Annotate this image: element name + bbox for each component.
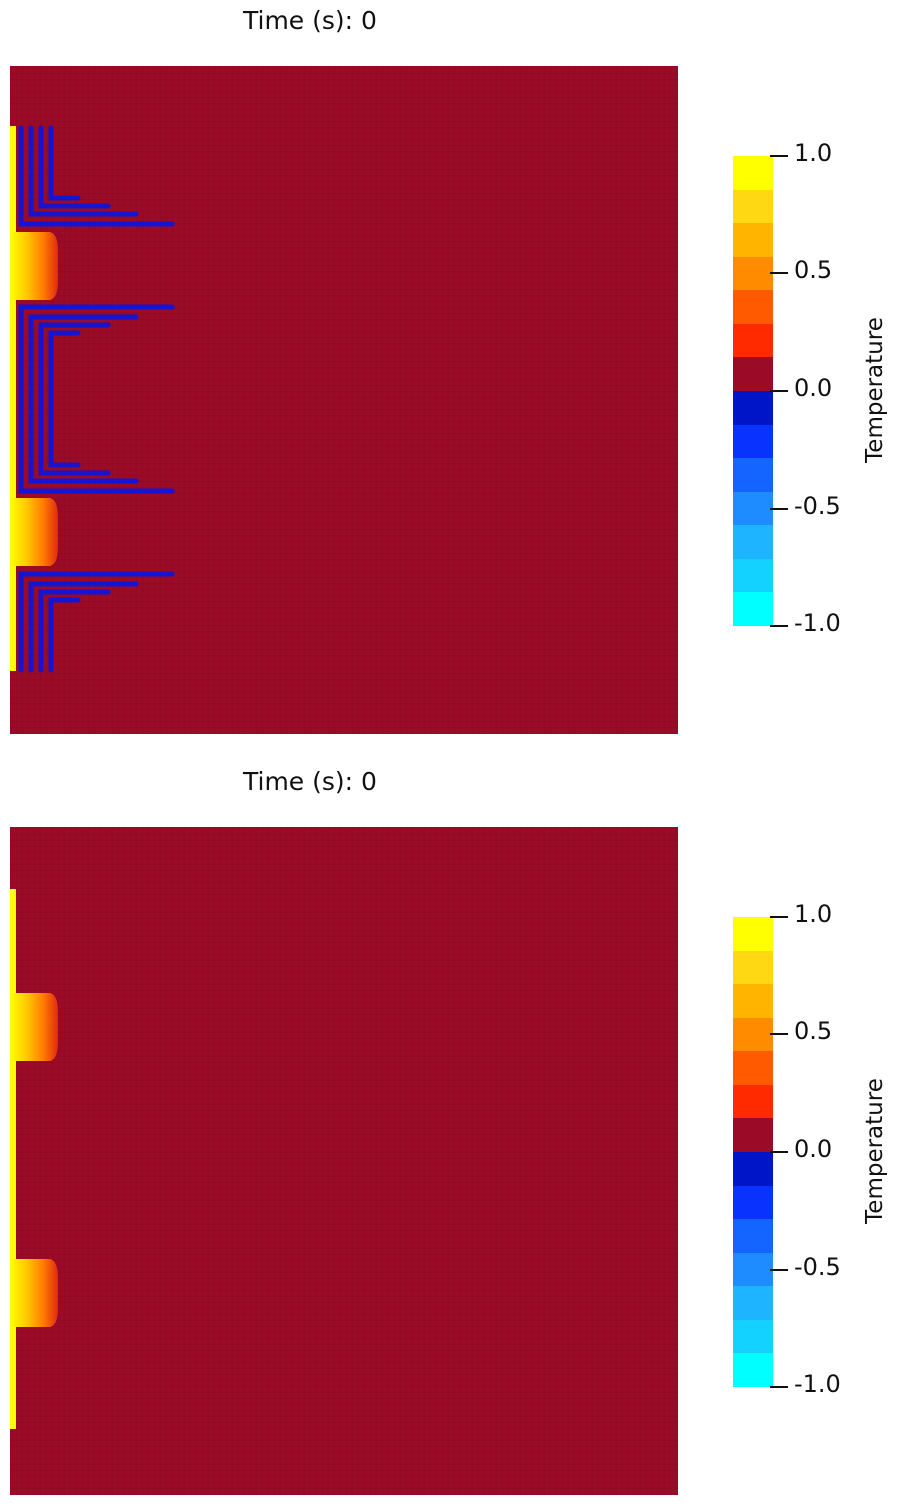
colorbar-tick-label: -0.5 (794, 1253, 841, 1281)
hot-lobe (10, 232, 58, 300)
cold-contour (48, 125, 81, 201)
colorbar-segment (733, 1286, 773, 1321)
colorbar-segment (733, 156, 773, 191)
colorbar-tick (770, 272, 788, 274)
cold-contour (28, 581, 139, 673)
cold-contour (18, 125, 175, 227)
colorbar-segment (733, 1118, 773, 1153)
colorbar-segment (733, 223, 773, 258)
colorbar-tick-label: 0.5 (794, 1017, 833, 1045)
hot-edge-strip (10, 889, 16, 1429)
temperature-field-plot (10, 889, 58, 1429)
colorbar-tick (770, 1033, 788, 1035)
colorbar-segment (733, 558, 773, 593)
cold-contour (38, 589, 111, 673)
hot-edge-strip (10, 126, 16, 671)
colorbar-segment (733, 290, 773, 325)
simulation-panel-bottom: Time (s): 0 1.0 0.5 0.0 -0.5 -1.0 Temper… (0, 761, 900, 1510)
colorbar-segment (733, 1219, 773, 1254)
colorbar-tick-label: 0.0 (794, 374, 833, 402)
cold-contour (38, 322, 111, 476)
colorbar-tick-label: -1.0 (794, 609, 841, 637)
colorbar-tick (770, 155, 788, 157)
temperature-field-plot (10, 125, 175, 673)
colorbar-segment (733, 1084, 773, 1119)
colorbar-segment (733, 1152, 773, 1187)
colorbar-tick-label: -0.5 (794, 492, 841, 520)
simulation-panel-top: Time (s): 0 (10, 6, 888, 734)
colorbar-segment (733, 256, 773, 291)
colorbar-tick (770, 1151, 788, 1153)
colorbar (733, 156, 773, 627)
colorbar-title: Temperature (862, 1078, 888, 1224)
colorbar-segment (733, 189, 773, 224)
colorbar-segment (733, 525, 773, 560)
colorbar-segment (733, 592, 773, 627)
colorbar-tick (770, 508, 788, 510)
colorbar-tick-label: 0.5 (794, 256, 833, 284)
cold-contour (48, 330, 81, 468)
colorbar (733, 917, 773, 1388)
time-label: Time (s): 0 (243, 6, 377, 35)
colorbar-segment (733, 323, 773, 358)
time-label: Time (s): 0 (243, 767, 377, 796)
colorbar-tick (770, 625, 788, 627)
colorbar-segment (733, 1051, 773, 1086)
colorbar-segment (733, 1252, 773, 1287)
colorbar-tick (770, 1386, 788, 1388)
colorbar-tick-label: 0.0 (794, 1135, 833, 1163)
colorbar-tick-label: -1.0 (794, 1370, 841, 1398)
colorbar-segment (733, 391, 773, 426)
colorbar-segment (733, 1353, 773, 1388)
colorbar-segment (733, 458, 773, 493)
colorbar-segment (733, 1319, 773, 1354)
colorbar-segment (733, 424, 773, 459)
colorbar-segment (733, 1185, 773, 1220)
colorbar-tick (770, 1269, 788, 1271)
hot-lobe (10, 993, 58, 1061)
colorbar-segment (733, 984, 773, 1019)
colorbar-tick (770, 916, 788, 918)
colorbar-segment (733, 1017, 773, 1052)
colorbar-segment (733, 357, 773, 392)
cold-contours (18, 125, 175, 673)
cold-contour (28, 125, 139, 217)
colorbar-segment (733, 950, 773, 985)
hot-lobe (10, 498, 58, 566)
cold-contour (18, 304, 175, 494)
colorbar-tick-label: 1.0 (794, 139, 833, 167)
colorbar-segment (733, 917, 773, 952)
colorbar-tick-label: 1.0 (794, 900, 833, 928)
temperature-field (10, 66, 678, 734)
colorbar-segment (733, 491, 773, 526)
cold-contour (28, 314, 139, 484)
temperature-field (10, 827, 678, 1495)
cold-contour (48, 597, 81, 673)
colorbar-tick (770, 390, 788, 392)
hot-lobe (10, 1259, 58, 1327)
cold-contour (38, 125, 111, 209)
cold-contour (18, 571, 175, 673)
colorbar-title: Temperature (862, 317, 888, 463)
